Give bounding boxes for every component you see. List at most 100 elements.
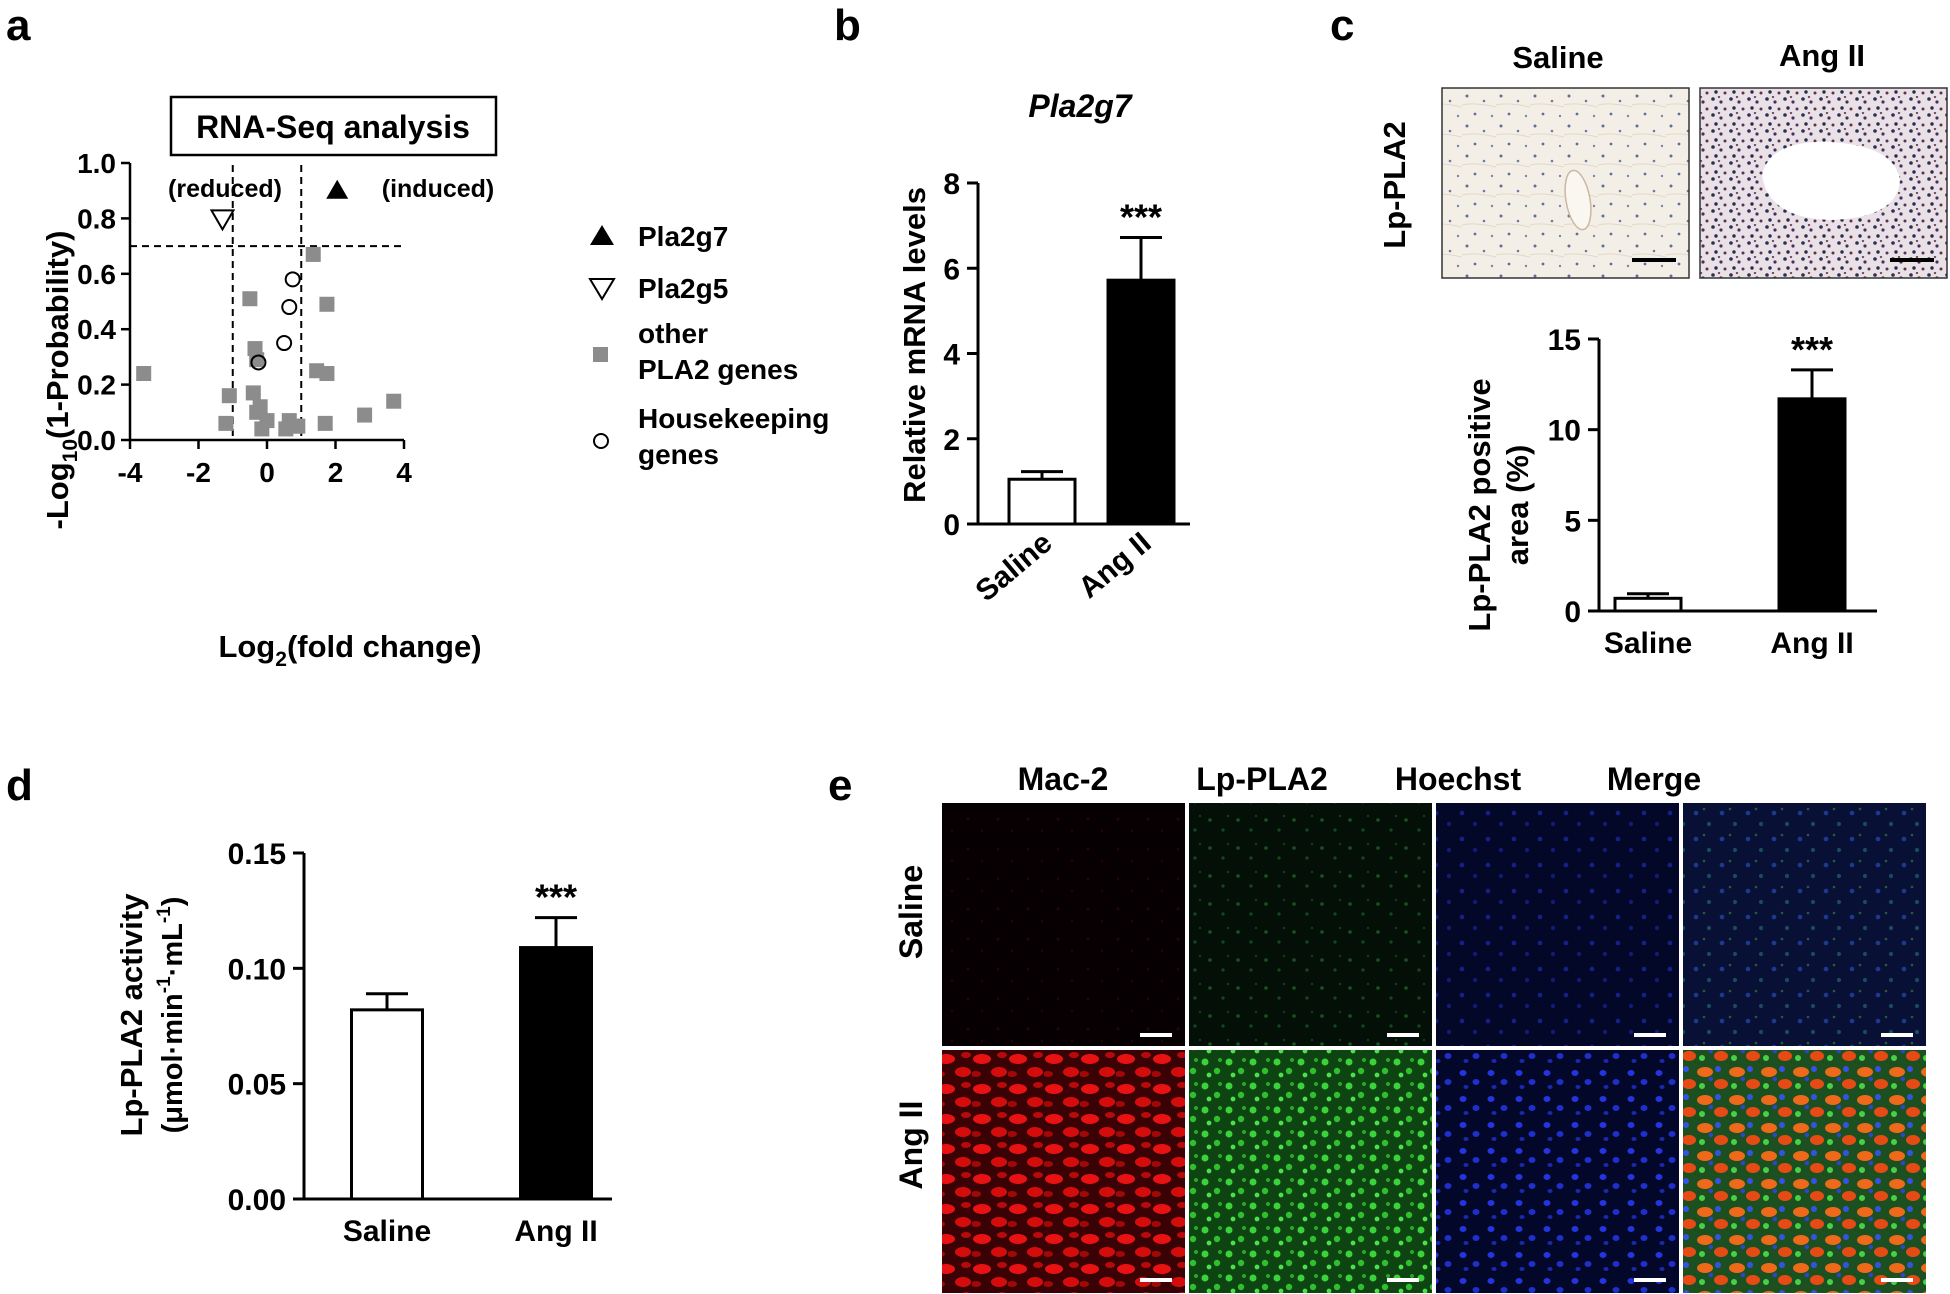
fluor-scale-bars <box>1140 1033 1913 1282</box>
ihc-saline-vessel <box>1564 169 1592 231</box>
scale-bar-saline-merge <box>1881 1033 1913 1037</box>
chart-c-y-label-line1: Lp-PLA2 positive <box>1462 378 1497 631</box>
point-other-pla2 <box>357 407 373 423</box>
panel-letter-d: d <box>6 761 33 810</box>
significance-label: *** <box>1120 197 1162 238</box>
y-tick-label: 0.15 <box>228 838 286 871</box>
legend-label-other-pla2-line1: other <box>638 318 708 349</box>
scale-bar-saline-mac2 <box>1140 1033 1172 1037</box>
panel-letter-b: b <box>834 1 861 50</box>
region-label-induced: (induced) <box>382 175 495 203</box>
legend-marker-pla2g7 <box>590 225 614 245</box>
ihc-angii-scale-bar <box>1890 258 1934 262</box>
region-label-reduced: (reduced) <box>168 175 282 203</box>
fluor-col-lppla2: Lp-PLA2 <box>1196 761 1328 797</box>
y-tick-label: 0 <box>1564 596 1581 629</box>
chart-b-plot: 0 2 4 6 8 Saline *** Ang II <box>943 168 1190 608</box>
ihc-saline-scale-bar <box>1632 258 1676 262</box>
fluor-col-mac2: Mac-2 <box>1018 761 1109 797</box>
point-other-pla2 <box>290 418 306 434</box>
fluor-col-hoechst: Hoechst <box>1395 761 1522 797</box>
scale-bar-saline-lppla2 <box>1387 1033 1419 1037</box>
panel-d-bar-chart: Lp-PLA2 activity (μmol·min-1·mL-1) 0.000… <box>114 838 612 1248</box>
scatter-title: RNA-Seq analysis <box>196 109 470 145</box>
x-tick-label: Ang II <box>514 1215 597 1248</box>
ihc-angii-vessel <box>1762 141 1900 220</box>
y-tick-label: 0.8 <box>77 203 116 234</box>
point-other-pla2 <box>218 415 234 431</box>
x-axis-label: Log2(fold change) <box>218 629 481 671</box>
legend-marker-housekeeping <box>593 433 609 449</box>
x-tick-label: Saline <box>343 1215 431 1248</box>
legend-marker-pla2g5 <box>588 278 616 301</box>
y-tick-label: 0.05 <box>228 1069 286 1102</box>
panel-letter-e: e <box>828 761 852 810</box>
chart-c-y-label-line2: area (%) <box>1500 445 1535 566</box>
point-other-pla2 <box>136 366 152 382</box>
chart-d-plot: 0.00 0.05 0.10 0.15 Saline *** Ang II <box>228 838 612 1248</box>
y-tick-label: 0.4 <box>77 314 116 345</box>
bar-saline <box>350 1008 424 1201</box>
x-tick-label: Saline <box>1604 627 1692 660</box>
scatter-axes: 0.0 0.2 0.4 0.6 0.8 1.0 -4 -2 0 2 4 <box>77 148 412 488</box>
point-other-pla2 <box>245 385 261 401</box>
y-tick-label: 2 <box>943 424 960 457</box>
point-other-pla2 <box>319 366 335 382</box>
x-tick-label: -2 <box>186 457 211 488</box>
fluor-angii-merge <box>1683 1050 1926 1293</box>
point-housekeeping <box>284 271 301 288</box>
panel-e-fluorescence-grid: Mac-2 Lp-PLA2 Hoechst Merge Saline Ang I… <box>893 761 1926 1293</box>
y-tick-label: 8 <box>943 168 960 201</box>
scale-bar-angii-hoechst <box>1634 1278 1666 1282</box>
bar-ang-ii <box>1777 397 1847 613</box>
point-other-pla2 <box>317 415 333 431</box>
scatter-threshold-lines <box>130 165 404 440</box>
y-tick-label: 0.10 <box>228 953 286 986</box>
point-other-pla2 <box>252 399 268 415</box>
y-axis-label: -Log10(1-Probability) <box>40 231 82 530</box>
fluor-saline-hoechst <box>1436 803 1679 1046</box>
y-tick-label: 6 <box>943 253 960 286</box>
fluor-angii-lppla2 <box>1189 1050 1432 1293</box>
x-tick-label: Ang II <box>1770 627 1853 660</box>
y-tick-label: 4 <box>943 339 960 372</box>
chart-d-y-units: (μmol·min-1·mL-1) <box>154 897 189 1134</box>
fluor-row-angii: Ang II <box>893 1101 929 1190</box>
y-tick-label: 0.2 <box>77 370 116 401</box>
legend-label-housekeeping: Housekeeping genes <box>638 403 829 470</box>
point-pla2g5 <box>209 209 236 232</box>
scale-bar-angii-merge <box>1881 1278 1913 1282</box>
bar-saline <box>1007 477 1077 526</box>
legend-label-housekeeping-line1: Housekeeping <box>638 403 829 434</box>
y-tick-label: 0.00 <box>228 1184 286 1217</box>
fluor-saline-lppla2 <box>1189 803 1432 1046</box>
x-tick-label: -4 <box>118 457 143 488</box>
fluor-row-saline: Saline <box>893 865 929 959</box>
significance-label: *** <box>1791 329 1833 370</box>
scatter-points <box>136 179 402 437</box>
panel-a-scatter-chart: RNA-Seq analysis (reduced) (induced) 0.0… <box>40 95 829 671</box>
x-tick-label: 4 <box>396 457 412 488</box>
point-pla2g7 <box>326 179 349 199</box>
point-housekeeping <box>276 335 293 352</box>
scale-bar-angii-lppla2 <box>1387 1278 1419 1282</box>
micrograph-c-col-saline: Saline <box>1512 40 1603 75</box>
scale-bar-saline-hoechst <box>1634 1033 1666 1037</box>
significance-label: *** <box>535 877 577 918</box>
panel-b-bar-chart: Pla2g7 Relative mRNA levels 0 2 4 6 8 Saline *… <box>897 88 1190 608</box>
legend-label-housekeeping-line2: genes <box>638 439 719 470</box>
chart-b-y-label: Relative mRNA levels <box>897 187 932 503</box>
chart-b-title: Pla2g7 <box>1028 88 1133 124</box>
legend-label-pla2g5: Pla2g5 <box>638 273 728 304</box>
panel-letter-a: a <box>6 1 31 50</box>
x-tick-label: 0 <box>259 457 275 488</box>
y-tick-label: 10 <box>1548 415 1581 448</box>
y-tick-label: 1.0 <box>77 148 116 179</box>
x-tick-label: Saline <box>970 526 1059 608</box>
legend-marker-other-pla2 <box>593 347 608 362</box>
fluor-angii-hoechst <box>1436 1050 1679 1293</box>
y-tick-label: 5 <box>1564 505 1581 538</box>
point-other-pla2 <box>221 388 237 404</box>
point-other-pla2 <box>319 296 335 312</box>
fluor-saline-merge <box>1683 803 1926 1046</box>
